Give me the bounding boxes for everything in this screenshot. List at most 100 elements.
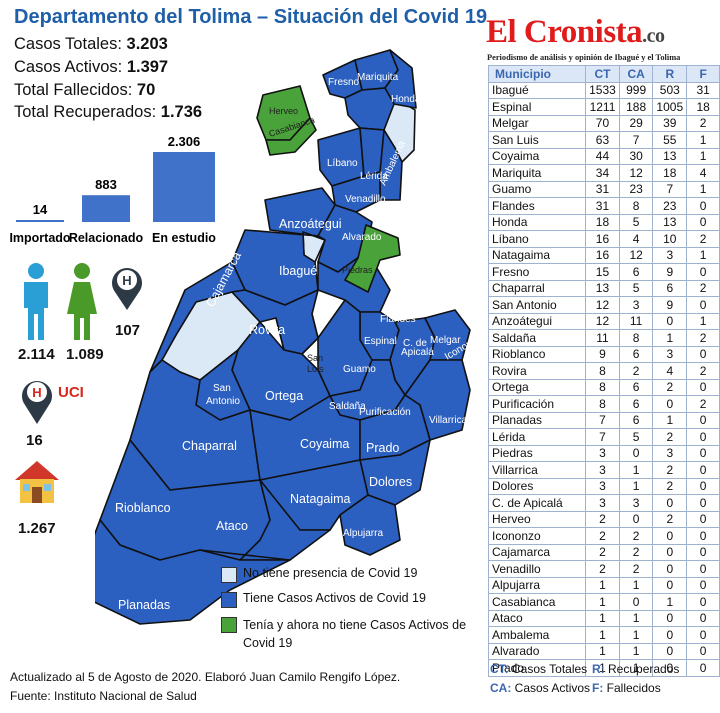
cell-r: 4: [652, 362, 688, 380]
table-row: Flandes 31 8 23 0: [488, 197, 720, 215]
brand-logo: El Cronista.co: [486, 14, 665, 50]
table-row: Rovira 8 2 4 2: [488, 362, 720, 380]
cell-ca: 0: [618, 593, 654, 611]
cell-r: 7: [652, 180, 688, 198]
cell-f: 4: [686, 164, 720, 182]
cell-municipio: Guamo: [488, 180, 586, 198]
cell-municipio: Alpujarra: [488, 576, 586, 594]
map-label-san-antonio-2: Antonio: [206, 396, 240, 407]
map-label-herveo: Herveo: [269, 106, 298, 116]
table-row: Fresno 15 6 9 0: [488, 263, 720, 281]
cell-ct: 63: [584, 131, 620, 149]
table-row: Dolores 3 1 2 0: [488, 477, 720, 495]
cell-f: 0: [686, 510, 720, 528]
cell-ct: 2: [584, 510, 620, 528]
cell-ct: 2: [584, 543, 620, 561]
cell-ca: 6: [618, 263, 654, 281]
col-header-ct: CT: [584, 65, 620, 83]
cell-ca: 0: [618, 510, 654, 528]
col-header-f: F: [686, 65, 720, 83]
table-row: Saldaña 11 8 1 2: [488, 329, 720, 347]
map-label-espinal: Espinal: [364, 336, 397, 347]
bar-value-label: 2.306: [168, 134, 201, 149]
cell-r: 9: [652, 263, 688, 281]
table-row: Alvarado 1 1 0 0: [488, 642, 720, 660]
cell-f: 2: [686, 230, 720, 248]
map-label-san-antonio-1: San: [213, 383, 231, 394]
cell-ca: 29: [618, 114, 654, 132]
uci-pin-icon: H: [22, 381, 52, 424]
cell-municipio: Herveo: [488, 510, 586, 528]
footer-source: Fuente: Instituto Nacional de Salud: [10, 689, 197, 703]
table-row: Coyaima 44 30 13 1: [488, 147, 720, 165]
stat-recovered: Total Recuperados: 1.736: [14, 103, 203, 121]
cell-municipio: Ambalema: [488, 626, 586, 644]
cell-ct: 44: [584, 147, 620, 165]
cell-ct: 15: [584, 263, 620, 281]
cell-f: 0: [686, 576, 720, 594]
cell-municipio: Prado: [488, 659, 586, 677]
table-header-row: Municipio CT CA R F: [488, 65, 720, 83]
cell-r: 3: [652, 345, 688, 363]
tolima-map: Fresno Mariquita Honda Herveo Casabianca…: [95, 49, 480, 625]
cell-municipio: Ibagué: [488, 81, 586, 99]
cell-ct: 8: [584, 378, 620, 396]
cell-r: 55: [652, 131, 688, 149]
map-label-san-luis-2: Luis: [307, 364, 324, 374]
uci-count: 16: [26, 432, 43, 449]
table-row: Chaparral 13 5 6 2: [488, 279, 720, 297]
cell-f: 0: [686, 659, 720, 677]
map-label-coyaima: Coyaima: [300, 437, 349, 451]
cell-ca: 1: [618, 461, 654, 479]
map-label-saldana: Saldaña: [329, 401, 366, 412]
cell-municipio: Líbano: [488, 230, 586, 248]
bar-en-estudio: [153, 152, 215, 222]
cell-r: 2: [652, 477, 688, 495]
cell-r: 13: [652, 213, 688, 231]
cell-municipio: Cajamarca: [488, 543, 586, 561]
map-label-melgar: Melgar: [430, 335, 461, 346]
cell-ca: 12: [618, 246, 654, 264]
cell-municipio: Dolores: [488, 477, 586, 495]
cell-ca: 2: [618, 543, 654, 561]
cell-ca: 7: [618, 131, 654, 149]
cell-f: 1: [686, 312, 720, 330]
cell-r: 1005: [652, 98, 688, 116]
cell-ca: 23: [618, 180, 654, 198]
cell-municipio: Venadillo: [488, 560, 586, 578]
map-label-alpujarra: Alpujarra: [343, 528, 383, 539]
cell-municipio: San Luis: [488, 131, 586, 149]
cell-ct: 8: [584, 395, 620, 413]
table-row: Ambalema 1 1 0 0: [488, 626, 720, 644]
cell-r: 10: [652, 230, 688, 248]
col-header-r: R: [652, 65, 688, 83]
cell-ca: 3: [618, 494, 654, 512]
cell-ct: 9: [584, 345, 620, 363]
cell-f: 18: [686, 98, 720, 116]
cell-f: 2: [686, 395, 720, 413]
map-label-flandes: Flandes: [380, 314, 416, 325]
cell-ca: 2: [618, 362, 654, 380]
cell-f: 0: [686, 461, 720, 479]
cell-r: 13: [652, 147, 688, 165]
cell-municipio: Fresno: [488, 263, 586, 281]
cell-r: 39: [652, 114, 688, 132]
map-label-apicala-1: C. de: [403, 338, 427, 349]
cell-ct: 1: [584, 593, 620, 611]
cell-ct: 3: [584, 444, 620, 462]
table-row: San Luis 63 7 55 1: [488, 131, 720, 149]
cell-r: 1: [652, 329, 688, 347]
cell-ca: 2: [618, 527, 654, 545]
bar-value-label: 14: [33, 202, 48, 217]
cell-f: 0: [686, 642, 720, 660]
cell-ca: 1: [618, 659, 654, 677]
woman-icon: [67, 263, 97, 340]
map-label-chaparral: Chaparral: [182, 439, 237, 453]
map-label-guamo: Guamo: [343, 364, 376, 375]
map-label-planadas: Planadas: [118, 598, 170, 612]
cell-municipio: Mariquita: [488, 164, 586, 182]
cell-municipio: Alvarado: [488, 642, 586, 660]
cell-f: 0: [686, 378, 720, 396]
table-row: Lérida 7 5 2 0: [488, 428, 720, 446]
cell-r: 2: [652, 461, 688, 479]
